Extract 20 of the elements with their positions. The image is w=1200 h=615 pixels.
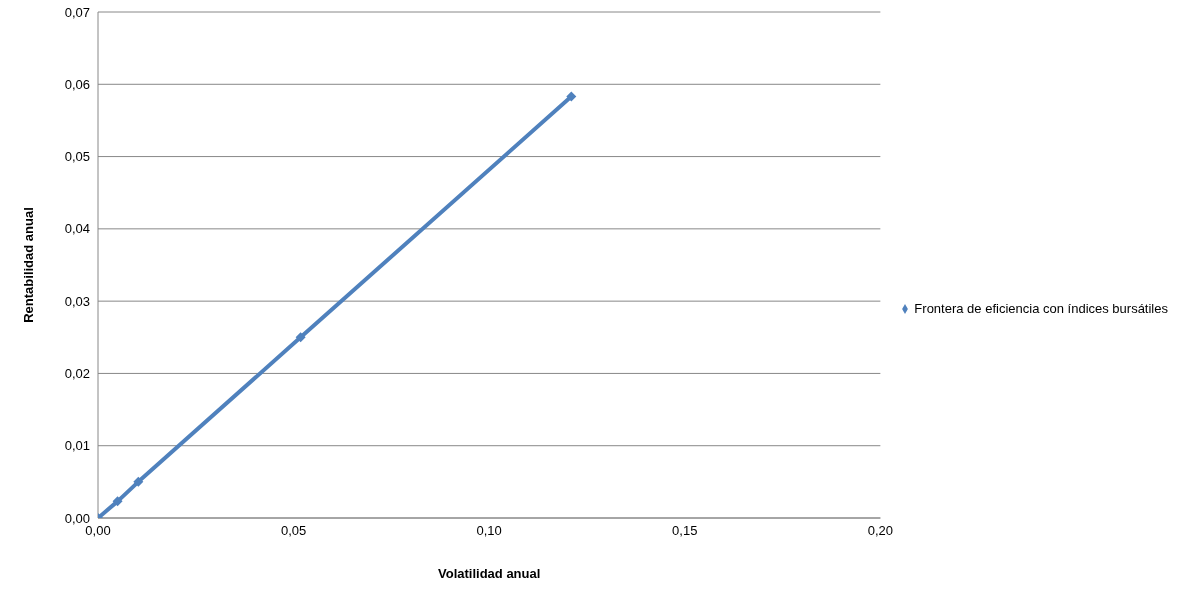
point: [566, 91, 577, 102]
point: [295, 332, 306, 343]
y-tick-label: 0,06: [64, 76, 90, 92]
y-tick-label: 0,02: [64, 366, 90, 382]
x-tick-label: 0,15: [672, 523, 698, 539]
y-tick-label: 0,05: [64, 149, 90, 165]
y-tick-label: 0,04: [64, 221, 90, 237]
x-tick-label: 0,10: [476, 523, 502, 539]
x-axis-title: Volatilidad anual: [438, 566, 541, 581]
y-tick-label: 0,01: [64, 438, 90, 454]
y-axis-title: Rentabilidad anual: [20, 207, 36, 323]
x-tick-label: 0,00: [85, 523, 111, 539]
y-tick-label: 0,03: [64, 293, 90, 309]
x-tick-label: 0,05: [280, 523, 307, 539]
y-tick-label: 0,00: [64, 510, 90, 526]
point: [112, 496, 123, 507]
x-tick-label: 0,20: [867, 523, 894, 539]
point: [133, 476, 144, 487]
y-tick-label: 0,07: [64, 4, 90, 20]
legend-label: Frontera de eficiencia con índices bursátiles: [914, 301, 1168, 316]
